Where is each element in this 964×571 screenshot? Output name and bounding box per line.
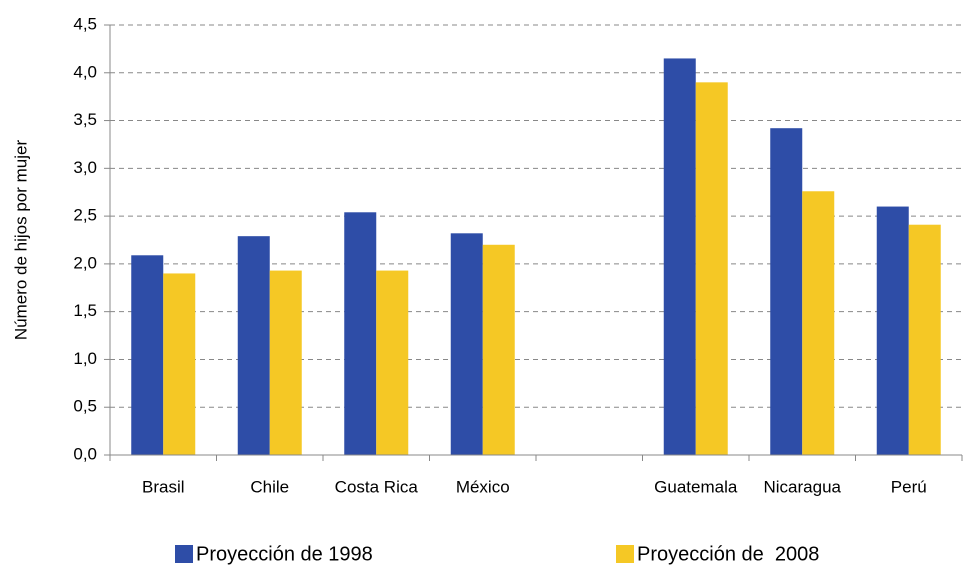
bar	[376, 270, 409, 455]
bar	[269, 270, 302, 455]
bar	[802, 191, 835, 455]
y-tick-label: 2,5	[73, 206, 97, 225]
bar	[237, 236, 270, 455]
bar	[908, 224, 941, 455]
bar	[131, 255, 164, 455]
x-tick-label: Brasil	[142, 477, 185, 496]
legend-swatch	[175, 545, 193, 563]
legend-label: Proyección de 1998	[196, 543, 373, 565]
bar	[663, 58, 696, 455]
y-tick-label: 4,5	[73, 14, 97, 33]
bar	[450, 233, 483, 455]
x-tick-label: México	[456, 477, 510, 496]
y-tick-label: 4,0	[73, 62, 97, 81]
x-tick-label: Nicaragua	[764, 477, 842, 496]
legend-label: Proyección de 2008	[637, 543, 819, 565]
y-tick-label: 1,5	[73, 301, 97, 320]
x-tick-label: Costa Rica	[335, 477, 419, 496]
bar	[876, 206, 909, 455]
bar	[163, 273, 196, 455]
bar	[482, 244, 515, 455]
x-tick-label: Perú	[891, 477, 927, 496]
legend-swatch	[616, 545, 634, 563]
bar	[770, 128, 803, 455]
bar	[344, 212, 377, 455]
y-tick-label: 1,0	[73, 349, 97, 368]
y-tick-label: 3,5	[73, 110, 97, 129]
y-tick-label: 3,0	[73, 158, 97, 177]
y-tick-label: 0,5	[73, 397, 97, 416]
x-tick-label: Guatemala	[654, 477, 738, 496]
y-axis-label: Número de hijos por mujer	[11, 140, 30, 341]
bar	[695, 82, 728, 455]
y-tick-label: 2,0	[73, 253, 97, 272]
x-tick-label: Chile	[250, 477, 289, 496]
y-tick-label: 0,0	[73, 444, 97, 463]
